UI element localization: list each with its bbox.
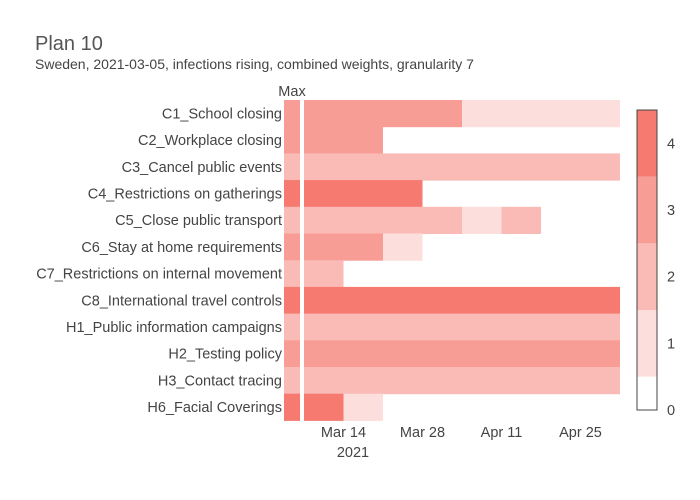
heatmap-cell bbox=[462, 100, 620, 128]
heatmap-cell bbox=[343, 393, 383, 421]
heatmap-cell bbox=[304, 313, 620, 341]
x-tick-label: Mar 14 bbox=[321, 425, 366, 441]
colorbar-tick-label: 0 bbox=[667, 403, 675, 419]
colorbar-band bbox=[637, 376, 657, 410]
max-column-label: Max bbox=[278, 84, 306, 100]
row-label: C2_Workplace closing bbox=[138, 133, 282, 149]
colorbar-tick-label: 3 bbox=[667, 203, 675, 219]
colorbar-tick-label: 1 bbox=[667, 336, 675, 352]
heatmap-cell bbox=[304, 100, 462, 128]
heatmap-cells bbox=[304, 100, 620, 421]
max-cell bbox=[284, 206, 300, 234]
row-label: C8_International travel controls bbox=[81, 293, 282, 309]
heatmap-cell bbox=[304, 367, 620, 395]
colorbar: 0 1 2 3 4 bbox=[636, 109, 675, 419]
max-cell bbox=[284, 180, 300, 208]
max-cell bbox=[284, 126, 300, 154]
row-label: C4_Restrictions on gatherings bbox=[88, 186, 282, 202]
x-axis-year-label: 2021 bbox=[337, 445, 369, 461]
max-cell bbox=[284, 286, 300, 315]
x-axis-ticks: Mar 14 Mar 28 Apr 11 Apr 25 bbox=[321, 425, 602, 441]
heatmap-cell bbox=[304, 153, 620, 181]
row-label: C3_Cancel public events bbox=[122, 160, 282, 176]
x-tick-label: Mar 28 bbox=[400, 425, 445, 441]
x-tick-label: Apr 25 bbox=[559, 425, 602, 441]
row-label: H1_Public information campaigns bbox=[66, 320, 282, 336]
row-label: H3_Contact tracing bbox=[158, 373, 282, 389]
max-cell bbox=[284, 393, 300, 421]
max-cell bbox=[284, 340, 300, 368]
max-cell bbox=[284, 367, 300, 395]
heatmap-cell bbox=[304, 393, 344, 421]
colorbar-band bbox=[637, 110, 657, 177]
x-tick-label: Apr 11 bbox=[481, 425, 523, 441]
row-label: C5_Close public transport bbox=[115, 213, 282, 229]
heatmap-cell bbox=[304, 340, 620, 368]
heatmap-cell bbox=[304, 126, 383, 154]
colorbar-band bbox=[637, 176, 657, 244]
row-label: C6_Stay at home requirements bbox=[81, 240, 282, 256]
colorbar-outline bbox=[636, 109, 658, 411]
row-label: H6_Facial Coverings bbox=[147, 400, 282, 416]
row-labels: C1_School closing C2_Workplace closing C3_… bbox=[36, 106, 283, 416]
colorbar-band bbox=[637, 243, 657, 310]
chart-subtitle: Sweden, 2021-03-05, infections rising, c… bbox=[35, 56, 474, 72]
max-column bbox=[284, 100, 300, 421]
heatmap-cell bbox=[383, 233, 423, 261]
heatmap-cell bbox=[304, 180, 423, 208]
max-cell bbox=[284, 100, 300, 128]
row-label: C1_School closing bbox=[162, 106, 282, 122]
heatmap-cell bbox=[304, 260, 344, 288]
heatmap-cell bbox=[304, 206, 462, 234]
max-cell bbox=[284, 153, 300, 181]
colorbar-tick-label: 4 bbox=[667, 136, 675, 152]
heatmap-cell bbox=[501, 206, 541, 234]
chart-title: Plan 10 bbox=[35, 33, 103, 55]
max-cell bbox=[284, 313, 300, 341]
max-cell bbox=[284, 260, 300, 288]
heatmap-cell bbox=[462, 206, 502, 234]
heatmap-cell bbox=[304, 233, 383, 261]
colorbar-tick-label: 2 bbox=[667, 270, 675, 286]
colorbar-band bbox=[637, 310, 657, 377]
heatmap-cell bbox=[304, 286, 620, 315]
max-cell bbox=[284, 233, 300, 261]
row-label: C7_Restrictions on internal movement bbox=[36, 267, 282, 283]
row-label: H2_Testing policy bbox=[168, 347, 282, 363]
